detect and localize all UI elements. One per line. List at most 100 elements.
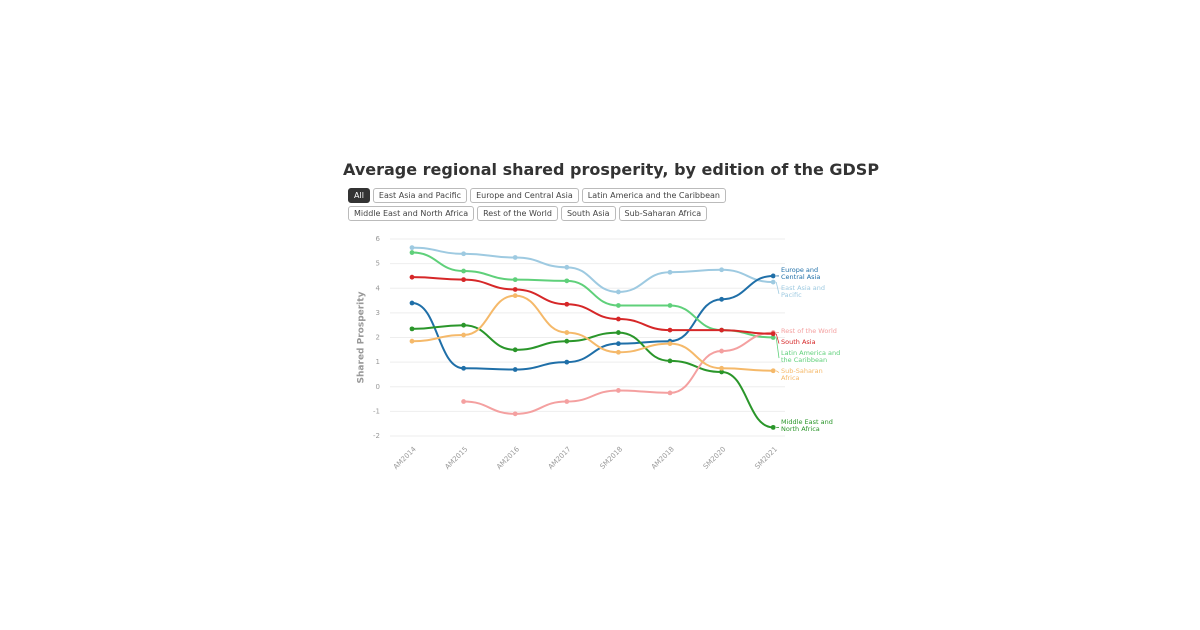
label-leader — [775, 333, 780, 344]
data-point — [461, 399, 466, 404]
data-point — [461, 365, 466, 371]
data-point — [512, 255, 518, 260]
data-point — [616, 388, 621, 393]
series-line — [411, 246, 774, 293]
data-point — [564, 338, 570, 344]
data-point — [616, 349, 621, 355]
series-end-label: Latin America and the Caribbean — [781, 349, 841, 364]
data-point — [770, 335, 776, 340]
series-end-label: Middle East and North Africa — [781, 418, 833, 433]
x-tick-label: AM2014 — [392, 445, 418, 471]
data-point — [564, 330, 570, 335]
data-point — [770, 368, 776, 374]
filter-bar: All East Asia and Pacific Europe and Centr… — [348, 188, 828, 221]
data-point — [461, 277, 466, 283]
y-tick-label: 6 — [376, 235, 381, 243]
series-line — [411, 294, 774, 372]
filter-button[interactable]: All — [348, 188, 370, 203]
data-point — [461, 332, 466, 338]
filter-button[interactable]: East Asia and Pacific — [372, 188, 468, 203]
data-point — [409, 245, 415, 251]
data-point — [667, 341, 673, 347]
series-end-label: Rest of the World — [781, 327, 837, 335]
end-label-box: Sub-Saharan Africa — [781, 367, 823, 380]
data-point — [409, 274, 415, 280]
y-tick-label: 2 — [376, 334, 380, 342]
filter-button[interactable]: Europe and Central Asia — [470, 188, 579, 203]
end-label-box: East Asia and Pacific — [781, 285, 826, 300]
data-point — [770, 273, 776, 279]
label-leader — [775, 337, 780, 359]
data-point — [409, 338, 415, 344]
x-tick-label: SM2020 — [702, 445, 728, 471]
data-point — [616, 341, 621, 347]
data-point — [512, 277, 518, 283]
data-point — [409, 326, 415, 332]
data-point — [616, 330, 621, 335]
chart-title: Average regional shared prosperity, by e… — [343, 160, 880, 179]
x-tick-label: AM2015 — [444, 445, 470, 471]
data-point — [667, 358, 673, 364]
end-label-box: Latin America and the Caribbean — [781, 349, 841, 364]
filter-button[interactable]: Latin America and the Caribbean — [581, 188, 726, 203]
data-point — [667, 390, 673, 396]
data-point — [719, 327, 724, 333]
data-point — [564, 264, 570, 270]
series-end-label: East Asia and Pacific — [781, 285, 826, 300]
data-point — [667, 303, 673, 308]
data-point — [564, 359, 570, 365]
filter-button[interactable]: Middle East and North Africa — [348, 206, 475, 221]
end-label-box: Rest of the World — [781, 327, 837, 335]
data-point — [719, 365, 724, 371]
data-point — [512, 367, 518, 372]
filter-button[interactable]: Rest of the World — [477, 206, 558, 221]
y-axis-label: Shared Prosperity — [357, 291, 367, 383]
series-line — [411, 324, 774, 429]
series-end-label: South Asia — [781, 338, 816, 346]
series-end-label: Europe and Central Asia — [781, 267, 821, 282]
data-point — [667, 327, 673, 333]
end-label-box: Europe and Central Asia — [781, 267, 821, 282]
y-tick-label: 5 — [376, 260, 380, 268]
filter-button[interactable]: Sub-Saharan Africa — [618, 206, 708, 221]
y-tick-label: -1 — [373, 407, 380, 415]
x-tick-label: AM2017 — [547, 445, 573, 471]
label-leader — [775, 370, 780, 373]
data-point — [564, 301, 570, 307]
data-point — [719, 348, 724, 354]
data-point — [409, 250, 415, 255]
data-point — [719, 296, 724, 302]
label-leader — [775, 282, 780, 295]
data-point — [512, 347, 518, 353]
x-tick-label: SM2018 — [599, 445, 625, 471]
series-end-label: Sub-Saharan Africa — [781, 367, 823, 380]
data-point — [564, 278, 570, 284]
data-point — [770, 279, 776, 285]
data-point — [564, 399, 570, 404]
data-point — [512, 411, 518, 417]
y-tick-label: 0 — [376, 383, 380, 391]
data-point — [461, 268, 466, 274]
data-point — [719, 369, 724, 375]
data-point — [719, 267, 724, 273]
x-tick-label: AM2018 — [650, 445, 676, 471]
y-tick-label: 1 — [376, 358, 380, 366]
end-label-box: South Asia — [781, 338, 816, 346]
series-line — [411, 276, 774, 335]
data-point — [616, 316, 621, 322]
end-label-box: Middle East and North Africa — [781, 418, 833, 433]
x-tick-label: AM2016 — [495, 445, 521, 471]
data-point — [616, 303, 621, 308]
data-point — [409, 300, 415, 306]
data-point — [461, 322, 466, 328]
data-point — [770, 424, 776, 430]
filter-button[interactable]: South Asia — [560, 206, 616, 221]
data-point — [770, 331, 776, 337]
x-tick-label: SM2021 — [753, 445, 779, 471]
data-point — [512, 293, 518, 299]
y-tick-label: -2 — [373, 432, 380, 440]
data-point — [461, 251, 466, 257]
y-tick-label: 4 — [376, 284, 381, 292]
